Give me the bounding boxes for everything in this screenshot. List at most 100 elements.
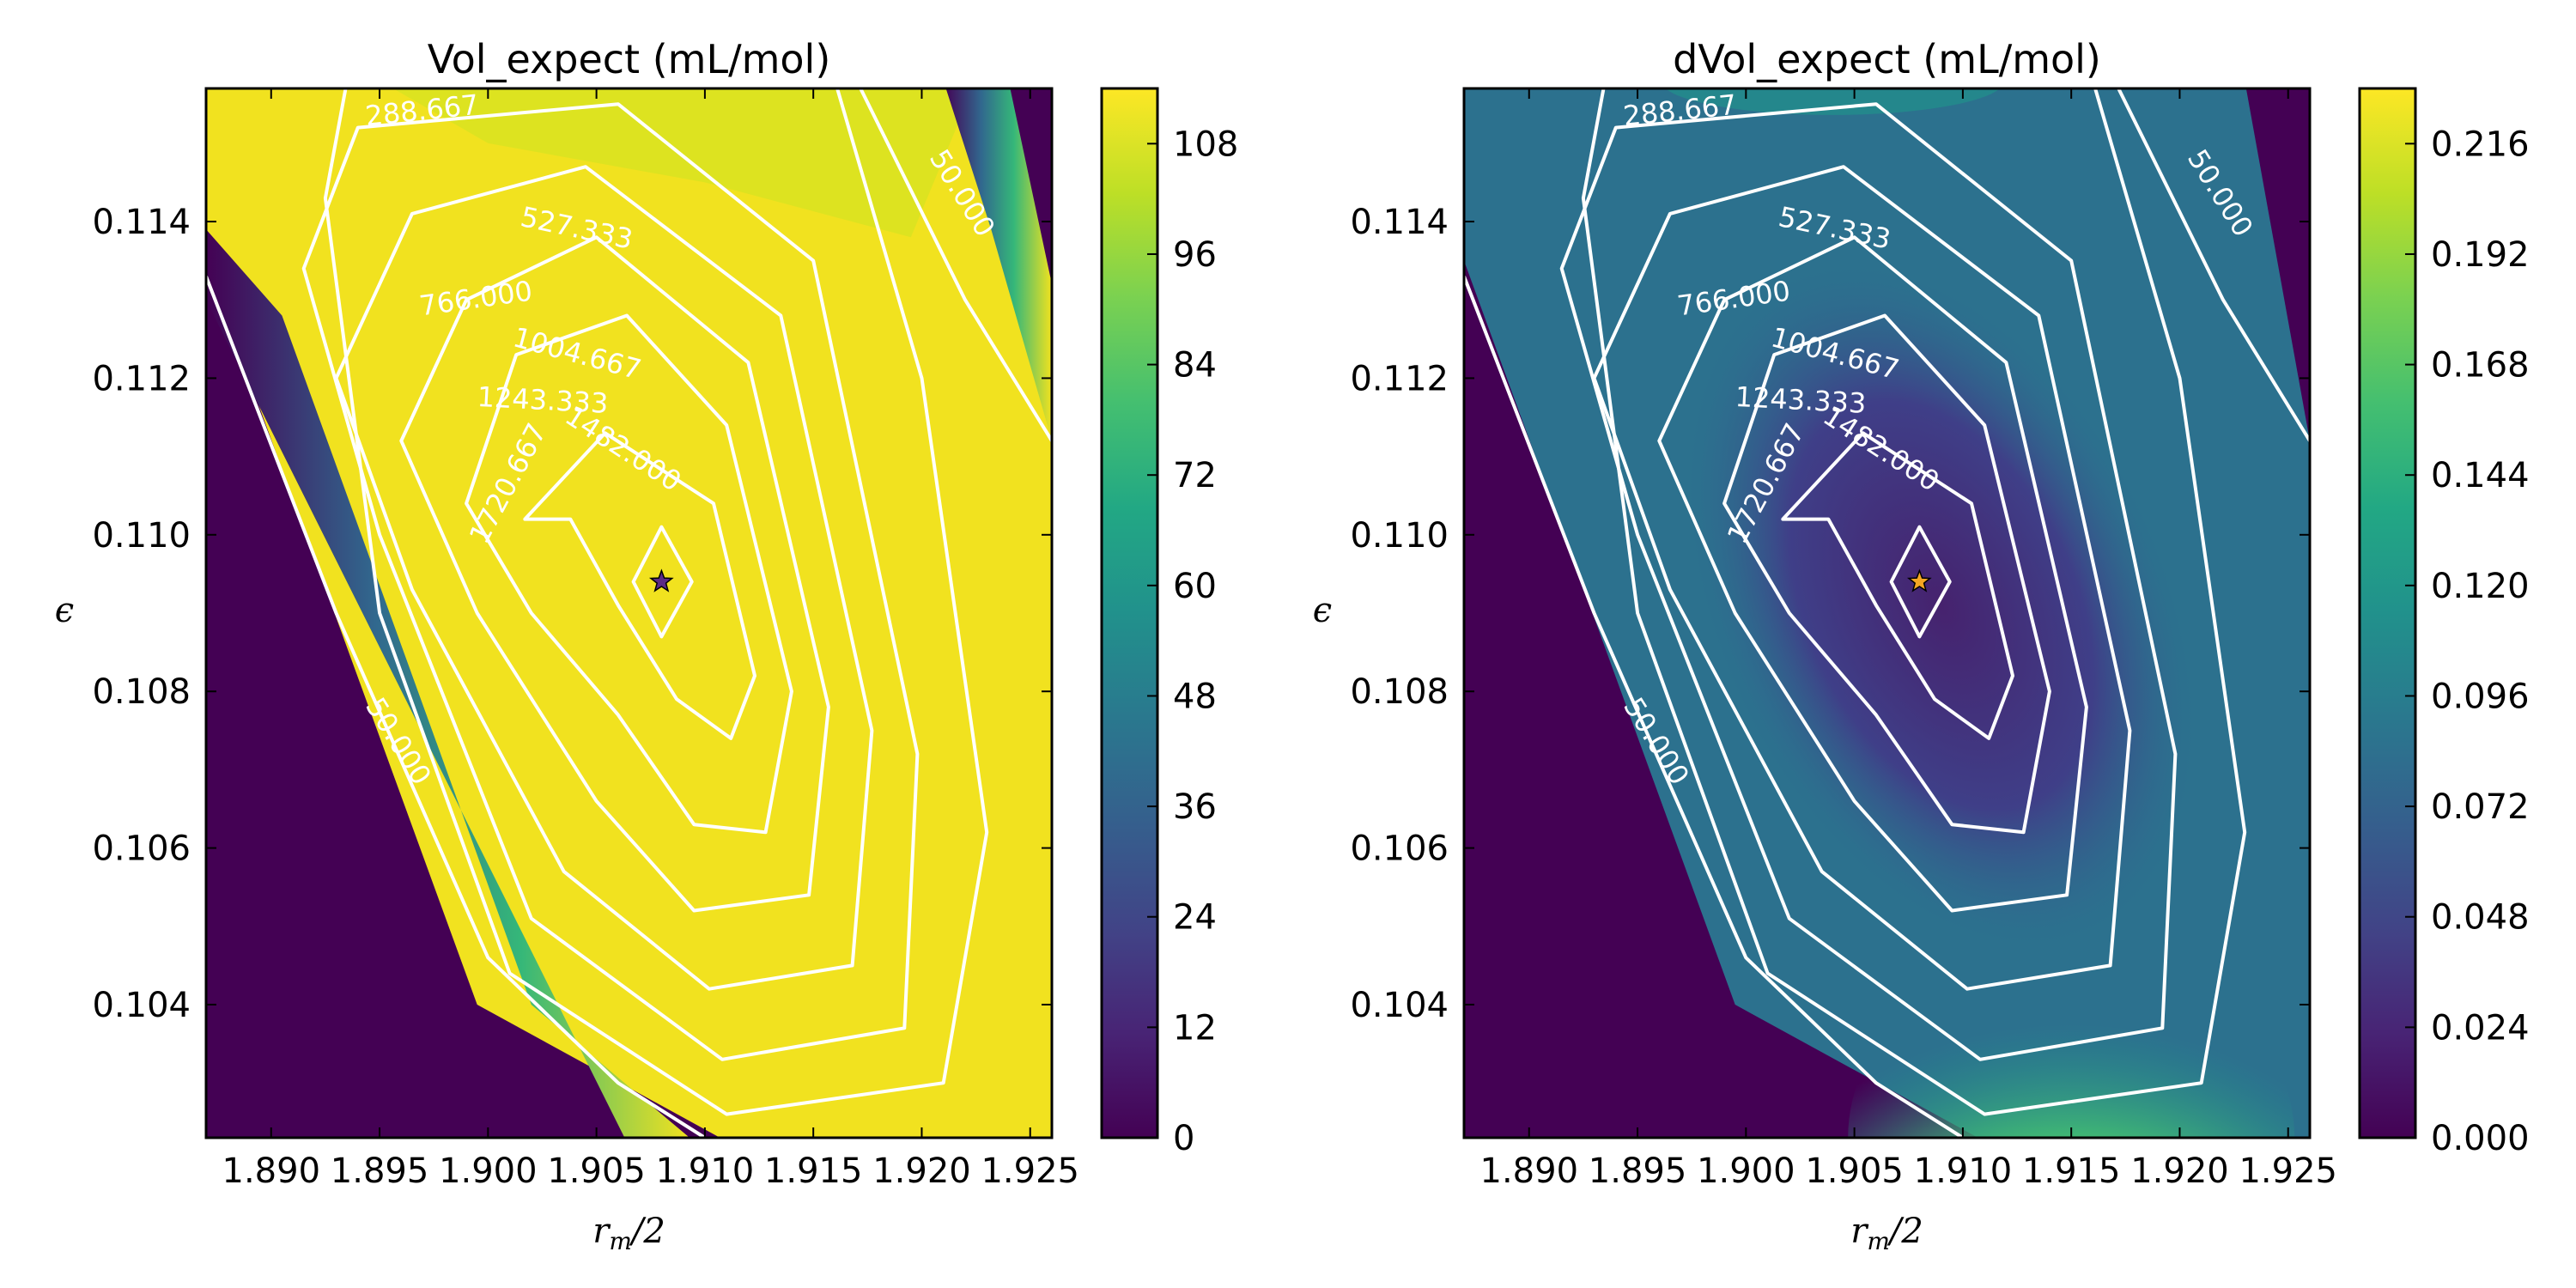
contour-line xyxy=(465,313,793,835)
colorbar-tick-label: 36 xyxy=(1173,787,1217,827)
x-tick-label: 1.905 xyxy=(1805,1151,1904,1191)
upper-plateau xyxy=(1665,88,2001,115)
y-axis-label: ϵ xyxy=(1313,591,1332,630)
colorbar-tick-label: 0.048 xyxy=(2431,898,2530,938)
x-tick-label: 1.910 xyxy=(1914,1151,2013,1191)
band-left-edge xyxy=(206,229,690,1138)
x-axis-label: rm/2 xyxy=(592,1212,665,1255)
colorbar-tick-label: 0 xyxy=(1173,1119,1194,1158)
colorbar-tick-label: 0.000 xyxy=(2431,1119,2530,1158)
y-tick-label: 0.114 xyxy=(1350,203,1449,242)
contour-line xyxy=(523,431,756,740)
contour-line xyxy=(1657,235,2088,913)
contour-line xyxy=(334,165,874,991)
high-value-band xyxy=(206,88,1052,1138)
colorbar-tick-label: 0.072 xyxy=(2431,787,2530,827)
x-axis-label-suffix: /2 xyxy=(629,1212,665,1251)
optimum-star-marker xyxy=(648,568,674,592)
colorbar-tick-label: 72 xyxy=(1173,456,1217,495)
x-tick-label: 1.900 xyxy=(1697,1151,1795,1191)
contour-line xyxy=(1559,102,2178,1061)
colorbar-tick-label: 24 xyxy=(1173,898,1217,938)
y-ticks: 0.104 0.106 0.108 0.110 0.112 0.114 xyxy=(1350,203,2310,1025)
x-ticks: 1.890 1.895 1.900 1.905 1.910 1.915 1.920 1.925 xyxy=(1480,88,2337,1191)
x-axis-label-suffix: /2 xyxy=(1886,1212,1923,1251)
band-right-edge xyxy=(945,88,1052,441)
colorbar-tick-label: 96 xyxy=(1173,235,1217,275)
y-axis-label: ϵ xyxy=(55,591,74,630)
colorbar-gradient xyxy=(1102,88,1157,1138)
panel-dvol-expect: dVol_expect (mL/mol) 50.000288.667527.33… xyxy=(1313,36,2530,1255)
contour-line xyxy=(631,525,694,639)
colorbar-tick-label: 0.144 xyxy=(2431,456,2530,495)
star-marker xyxy=(648,568,674,592)
colorbar: 0 12 24 36 48 60 72 84 96 108 xyxy=(1100,87,1238,1158)
x-tick-label: 1.895 xyxy=(331,1151,429,1191)
x-tick-label: 1.925 xyxy=(981,1151,1079,1191)
panel-vol-expect: Vol_expect (mL/mol) 50.000288.667527.333… xyxy=(55,36,1239,1255)
star-marker xyxy=(1906,568,1932,592)
contour-line xyxy=(1781,431,2014,740)
x-tick-label: 1.900 xyxy=(439,1151,538,1191)
contour-line xyxy=(323,88,989,1116)
optimum-star-marker xyxy=(1906,568,1932,592)
colorbar-tick-label: 48 xyxy=(1173,677,1217,716)
colorbar-tick-label: 84 xyxy=(1173,346,1217,386)
x-tick-label: 1.920 xyxy=(2130,1151,2229,1191)
colorbar-frame xyxy=(2358,87,2417,1139)
y-tick-label: 0.108 xyxy=(92,672,191,712)
upper-plateau xyxy=(392,88,973,238)
contour-line xyxy=(1889,525,1952,639)
contour-line xyxy=(399,235,830,913)
x-axis-label-subscript: m xyxy=(1867,1227,1890,1255)
contour-label: 1243.333 xyxy=(1735,380,1867,420)
contour-line xyxy=(858,88,1052,442)
colorbar: 0.000 0.024 0.048 0.072 0.096 0.120 0.144 0.168… xyxy=(2358,87,2530,1158)
y-tick-label: 0.114 xyxy=(92,203,191,242)
low-uncertainty-core xyxy=(1687,264,2195,946)
x-tick-label: 1.890 xyxy=(1480,1151,1579,1191)
contour-label: 1243.333 xyxy=(477,380,609,420)
x-tick-label: 1.925 xyxy=(2239,1151,2337,1191)
y-tick-label: 0.110 xyxy=(1350,516,1449,556)
contour-line xyxy=(1581,88,2247,1116)
contour-line xyxy=(301,102,920,1061)
y-tick-label: 0.104 xyxy=(92,986,191,1025)
x-axis-label-subscript: m xyxy=(609,1227,632,1255)
x-ticks: 1.890 1.895 1.900 1.905 1.910 1.915 1.920 1.925 xyxy=(222,88,1079,1191)
y-ticks: 0.104 0.106 0.108 0.110 0.112 0.114 xyxy=(92,203,1052,1025)
colorbar-tick-label: 0.120 xyxy=(2431,567,2530,606)
colorbar-tick-label: 60 xyxy=(1173,567,1217,606)
x-tick-label: 1.905 xyxy=(547,1151,646,1191)
x-tick-label: 1.915 xyxy=(764,1151,863,1191)
colorbar-tick-label: 12 xyxy=(1173,1008,1217,1048)
contour-line xyxy=(1592,165,2132,991)
x-tick-label: 1.890 xyxy=(222,1151,321,1191)
contour-line xyxy=(2116,88,2310,442)
colorbar-tick-label: 0.168 xyxy=(2431,346,2530,386)
chart-title: dVol_expect (mL/mol) xyxy=(1673,36,2101,82)
contour-line xyxy=(206,276,706,1138)
x-axis-label: rm/2 xyxy=(1850,1212,1923,1255)
y-tick-label: 0.106 xyxy=(1350,829,1449,869)
colorbar-frame xyxy=(1100,87,1159,1139)
colorbar-tick-label: 0.192 xyxy=(2431,235,2530,275)
contour-line xyxy=(1722,313,2051,835)
y-tick-label: 0.112 xyxy=(1350,359,1449,398)
colorbar-tick-label: 108 xyxy=(1173,125,1238,164)
plot-frame xyxy=(204,87,1054,1139)
colorbar-tick-label: 0.024 xyxy=(2431,1008,2530,1048)
x-tick-label: 1.895 xyxy=(1589,1151,1687,1191)
colorbar-gradient xyxy=(2360,88,2415,1138)
x-tick-label: 1.910 xyxy=(656,1151,755,1191)
y-tick-label: 0.110 xyxy=(92,516,191,556)
y-tick-label: 0.112 xyxy=(92,359,191,398)
colorbar-tick-label: 0.096 xyxy=(2431,677,2530,716)
y-tick-label: 0.108 xyxy=(1350,672,1449,712)
x-tick-label: 1.920 xyxy=(872,1151,971,1191)
plot-frame xyxy=(1462,87,2312,1139)
chart-title: Vol_expect (mL/mol) xyxy=(428,36,831,82)
colorbar-tick-label: 0.216 xyxy=(2431,125,2530,164)
y-tick-label: 0.106 xyxy=(92,829,191,869)
